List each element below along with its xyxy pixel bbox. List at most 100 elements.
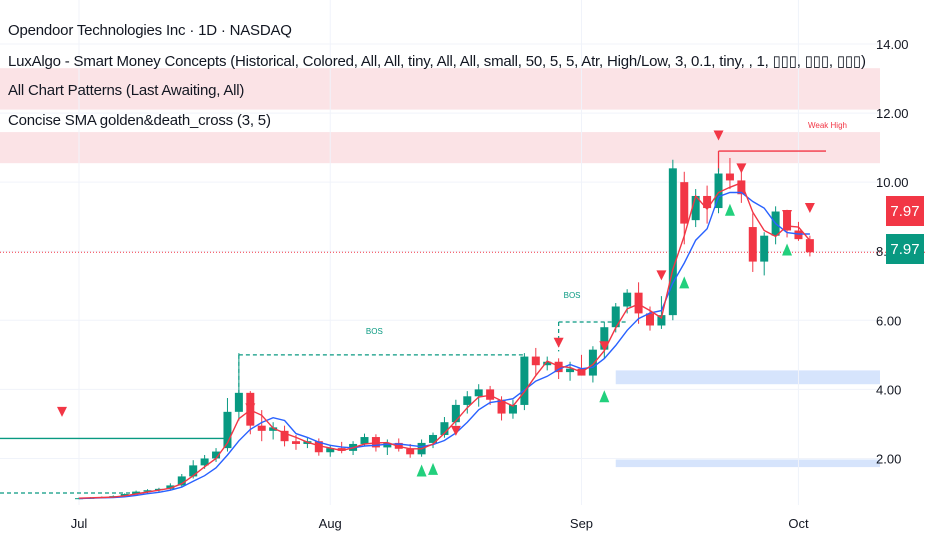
sma-slow-line <box>78 191 810 500</box>
candle-59 <box>748 213 757 272</box>
candle-body-21 <box>314 441 323 453</box>
candle-60 <box>760 232 769 276</box>
levels-layer <box>0 150 925 494</box>
price-badge-green: 7.97 <box>886 234 924 264</box>
indicator-chart-patterns[interactable]: All Chart Patterns (Last Awaiting, All) <box>8 82 245 99</box>
candle-body-47 <box>611 306 620 328</box>
annotations-layer: BOS BOS Weak High <box>366 121 847 336</box>
candle-body-37 <box>497 399 506 414</box>
y-tick-label-0: 2.00 <box>876 451 901 466</box>
signals-layer <box>57 130 815 477</box>
candle-body-59 <box>748 227 757 262</box>
candle-body-51 <box>657 315 666 326</box>
candle-body-27 <box>383 442 392 448</box>
candle-body-53 <box>680 182 689 224</box>
candle-body-62 <box>783 211 792 231</box>
candle-32 <box>440 417 449 438</box>
candle-29 <box>406 443 415 458</box>
candle-27 <box>383 439 392 456</box>
candle-41 <box>543 356 552 371</box>
candle-body-23 <box>337 448 346 451</box>
candle-49 <box>634 282 643 324</box>
candle-body-49 <box>634 292 643 314</box>
sell-arrow-9 <box>804 203 815 214</box>
candle-body-4 <box>120 494 129 497</box>
candle-21 <box>314 438 323 456</box>
candle-64 <box>805 235 814 257</box>
buy-arrow-4 <box>724 203 735 216</box>
candle-52 <box>668 159 677 321</box>
indicator-sma-cross[interactable]: Concise SMA golden&death_cross (3, 5) <box>8 112 271 129</box>
candle-body-12 <box>212 451 221 459</box>
candle-46 <box>600 322 609 359</box>
candle-body-18 <box>280 430 289 442</box>
candle-body-56 <box>714 173 723 209</box>
candle-body-13 <box>223 411 232 449</box>
candle-body-32 <box>440 422 449 435</box>
candle-body-17 <box>269 427 278 431</box>
candle-38 <box>508 399 517 419</box>
sell-arrow-1 <box>245 403 256 414</box>
candle-body-14 <box>234 392 243 412</box>
candle-body-46 <box>600 327 609 350</box>
candle-53 <box>680 171 689 245</box>
bos-label-2: BOS <box>564 291 581 300</box>
candle-body-43 <box>566 368 575 373</box>
bos-label-1: BOS <box>366 327 383 336</box>
x-tick-label-3: Oct <box>788 516 809 531</box>
candle-body-52 <box>668 168 677 316</box>
sell-arrow-8 <box>782 209 793 220</box>
candle-body-38 <box>508 404 517 414</box>
candle-9 <box>177 474 186 487</box>
x-tick-label-1: Aug <box>319 516 342 531</box>
candle-34 <box>463 391 472 414</box>
candle-31 <box>429 432 438 449</box>
zone-supply-1 <box>0 132 880 164</box>
x-tick-label-2: Sep <box>570 516 593 531</box>
buy-arrow-2 <box>599 390 610 403</box>
candle-body-35 <box>474 389 483 397</box>
x-tick-label-0: Jul <box>71 516 88 531</box>
y-tick-label-1: 4.00 <box>876 382 901 397</box>
candle-body-10 <box>189 465 198 477</box>
sell-arrow-0 <box>57 406 67 417</box>
symbol-title[interactable]: Opendoor Technologies Inc · 1D · NASDAQ <box>8 22 292 39</box>
sell-arrow-7 <box>736 163 747 174</box>
candle-body-11 <box>200 458 209 466</box>
buy-arrow-0 <box>416 464 427 477</box>
y-tick-label-2: 6.00 <box>876 313 901 328</box>
y-tick-label-6: 14.00 <box>876 37 909 52</box>
sma-fast-line <box>78 181 811 499</box>
zone-demand-2 <box>615 370 880 385</box>
candle-63 <box>794 221 803 241</box>
candle-55 <box>703 185 712 224</box>
sell-arrow-6 <box>713 130 724 141</box>
candle-body-9 <box>177 476 186 486</box>
candle-body-45 <box>588 349 597 376</box>
candle-body-40 <box>531 356 540 366</box>
candle-body-19 <box>291 441 300 444</box>
axis-layer: 2.004.006.008.0010.0012.0014.00JulAugSep… <box>71 37 909 531</box>
sma-layer <box>78 181 811 500</box>
indicator-luxalgo-smc[interactable]: LuxAlgo - Smart Money Concepts (Historic… <box>8 53 866 70</box>
candle-body-31 <box>429 434 438 443</box>
candle-body-34 <box>463 396 472 405</box>
candle-body-57 <box>725 173 734 181</box>
candle-body-36 <box>486 389 495 400</box>
buy-arrow-3 <box>679 276 690 289</box>
zone-supply-0 <box>0 68 880 110</box>
candle-22 <box>326 444 335 457</box>
candle-body-58 <box>737 180 746 195</box>
candle-body-29 <box>406 448 415 455</box>
candle-body-5 <box>132 491 141 495</box>
candle-body-33 <box>451 404 460 423</box>
sell-arrow-2 <box>450 425 461 436</box>
zone-demand-3 <box>615 459 880 468</box>
candle-40 <box>531 347 540 376</box>
candle-body-22 <box>326 448 335 453</box>
candle-body-42 <box>554 361 563 373</box>
candle-14 <box>234 353 243 421</box>
candle-17 <box>269 422 278 440</box>
candle-body-39 <box>520 356 529 405</box>
